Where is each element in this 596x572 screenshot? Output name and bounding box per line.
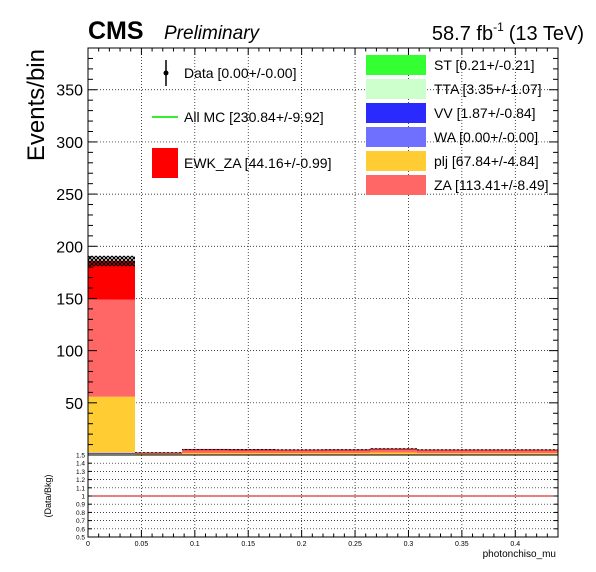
y-tick-label: 200	[56, 239, 83, 256]
legend-allmc-label: All MC [230.84+/-9.92]	[184, 109, 324, 125]
ratio-y-axis: 1.51.41.31.21.1 10.90.80.70.6 0.5	[76, 453, 558, 542]
bar-za	[417, 450, 464, 454]
legend-ewk-za-swatch	[152, 148, 178, 178]
bar-vv	[88, 453, 135, 454]
legend-wa-swatch	[366, 127, 426, 147]
legend-tta-label: TTA [3.35+/-1.07]	[434, 81, 542, 97]
bar-plj	[323, 453, 370, 455]
legend-wa-label: WA [0.00+/-0.00]	[434, 129, 538, 145]
x-tick-label: 0.1	[190, 541, 200, 548]
x-tick-label: 0	[86, 541, 90, 548]
ratio-x-axis: 0 0.05 0.1 0.15 0.2 0.25 0.3 0.35 0.4	[86, 48, 548, 548]
y-tick-label: 300	[56, 135, 83, 152]
bar-za	[229, 450, 276, 454]
bar-za	[370, 449, 417, 453]
bar-za	[88, 299, 135, 397]
y-tick-label: 150	[56, 291, 83, 308]
bar-ewk-za	[88, 260, 135, 300]
y-tick-label: 250	[56, 187, 83, 204]
x-tick-label: 0.2	[297, 541, 307, 548]
y-tick-label: 50	[65, 396, 83, 413]
uncertainty-hatch	[370, 448, 417, 450]
lumi-label: 58.7 fb-1 (13 TeV)	[432, 20, 584, 45]
legend-data-marker	[163, 70, 169, 76]
bar-za	[323, 450, 370, 454]
uncertainty-hatch	[229, 449, 276, 451]
legend-plj-label: plj [67.84+/-4.84]	[434, 153, 539, 169]
bar-za	[511, 450, 558, 454]
cms-label: CMS	[88, 17, 144, 45]
ratio-y-tick-label: 1.4	[76, 461, 85, 468]
bar-plj	[135, 454, 182, 455]
legend: Data [0.00+/-0.00] All MC [230.84+/-9.92]…	[152, 55, 549, 195]
stacked-bars	[88, 260, 558, 456]
bar-plj	[417, 453, 464, 455]
legend-tta-swatch	[366, 79, 426, 99]
legend-st-swatch	[366, 55, 426, 75]
bar-plj	[229, 453, 276, 455]
ratio-grid	[88, 455, 558, 537]
legend-vv-swatch	[366, 103, 426, 123]
x-tick-label: 0.35	[455, 541, 469, 548]
bar-za	[464, 450, 511, 454]
ratio-y-axis-label: (Data/Bkg)	[43, 474, 53, 517]
x-tick-label: 0.3	[404, 541, 414, 548]
legend-st-label: ST [0.21+/-0.21]	[434, 57, 535, 73]
uncertainty-hatch	[417, 449, 464, 451]
ratio-y-tick-label: 1.2	[76, 477, 85, 484]
ratio-y-tick-label: 0.6	[76, 526, 85, 533]
bar-plj	[464, 453, 511, 455]
lumi-prefix: 58.7 fb	[432, 23, 493, 45]
y-tick-label: 100	[56, 344, 83, 361]
y-tick-label: 350	[56, 83, 83, 100]
lumi-suffix: (13 TeV)	[509, 23, 584, 45]
ratio-y-tick-label: 0.7	[76, 518, 85, 525]
x-tick-label: 0.15	[241, 541, 255, 548]
x-tick-label: 0.05	[135, 541, 149, 548]
lumi-exponent: -1	[493, 20, 504, 34]
legend-ewk-za-label: EWK_ZA [44.16+/-0.99]	[184, 155, 331, 171]
preliminary-label: Preliminary	[164, 23, 261, 44]
bar-plj	[511, 453, 558, 455]
bar-za	[135, 453, 182, 455]
main-y-axis: 50 100 150 200 250 300 350	[56, 57, 558, 446]
uncertainty-hatch	[182, 448, 229, 450]
uncertainty-hatch	[464, 449, 511, 451]
ratio-y-tick-label: 1	[81, 494, 85, 501]
uncertainty-hatch	[323, 449, 370, 451]
bar-plj	[276, 453, 323, 455]
uncertainty-hatch	[276, 449, 323, 451]
bar-plj	[370, 452, 417, 455]
legend-data-label: Data [0.00+/-0.00]	[184, 65, 296, 81]
legend-za-label: ZA [113.41+/-8.49]	[434, 177, 549, 193]
legend-za-swatch	[366, 175, 426, 195]
bar-za	[182, 450, 229, 454]
x-tick-label: 0.25	[348, 541, 362, 548]
uncertainty-hatch	[135, 452, 182, 454]
x-axis-label: photonchiso_mu	[483, 549, 556, 560]
bar-plj	[88, 396, 135, 454]
y-axis-label: Events/bin	[23, 49, 50, 161]
ratio-y-tick-label: 0.5	[76, 535, 85, 542]
bar-tta	[88, 453, 135, 455]
uncertainty-hatch	[88, 255, 135, 267]
ratio-y-tick-label: 1.1	[76, 485, 85, 492]
ratio-y-tick-label: 1.3	[76, 469, 85, 476]
x-tick-label: 0.4	[510, 541, 520, 548]
ratio-y-tick-label: 0.9	[76, 502, 85, 509]
bar-plj	[182, 453, 229, 455]
bar-za	[276, 450, 323, 454]
uncertainty-hatch	[511, 449, 558, 451]
legend-plj-swatch	[366, 151, 426, 171]
main-grid	[88, 48, 558, 455]
legend-vv-label: VV [1.87+/-0.84]	[434, 105, 536, 121]
mc-uncertainty-band	[88, 255, 558, 454]
ratio-y-tick-label: 1.5	[76, 453, 85, 460]
ratio-y-tick-label: 0.8	[76, 510, 85, 517]
